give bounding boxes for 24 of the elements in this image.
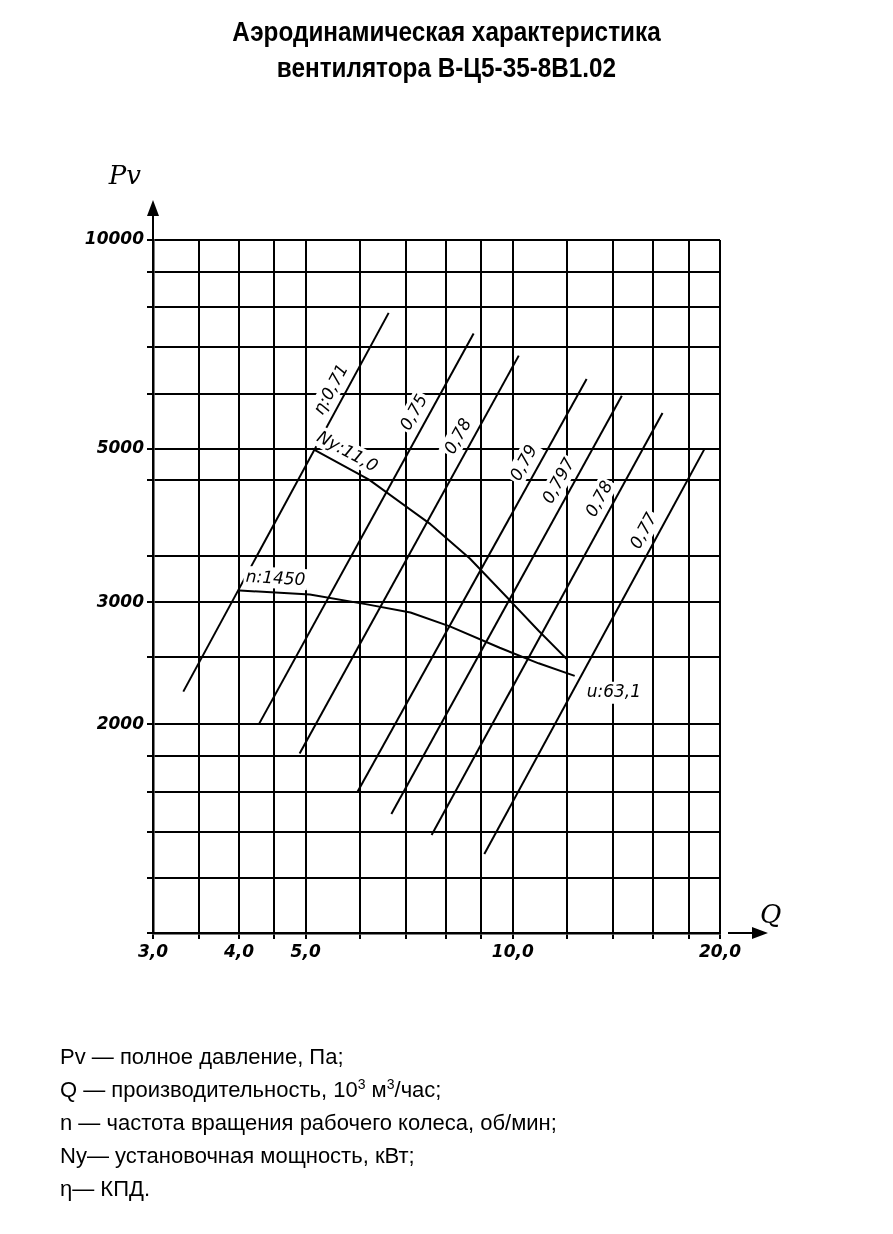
text: 0,77 [625,509,661,553]
y-tick-label: 3000 [96,590,145,611]
y-tick-label: 10000 [84,228,145,249]
x-tick-label: 4,0 [222,940,255,961]
text: Pv — полное давление, Па; [60,1043,345,1071]
text: n — частота вращения рабочего колеса, об/мин; [60,1109,557,1137]
text: 0,75 [395,390,432,434]
y-axis-title: Pv [107,159,142,190]
x-tick-label: 5,0 [290,940,321,961]
x-tick-label: 20,0 [699,940,742,961]
x-tick-label: 10,0 [491,940,534,961]
x-axis-title: Q [760,898,782,929]
x-tick-label: 3,0 [137,940,169,961]
chart-title: Аэродинамическая характеристика вентилятора В-Ц5-35-8В1.02 [231,16,662,85]
series-label: n:1450 [245,565,306,590]
y-tick-label: 2000 [96,712,145,733]
text: η— КПД. [60,1175,151,1203]
text: 0,79 [505,441,541,484]
text: Ny— установочная мощность, кВт; [60,1142,416,1170]
text: Q — производительность, 10$^{3}$ м$^{3}$/час; [60,1074,443,1104]
y-tick-label: 5000 [96,437,145,458]
text: 0,78 [439,414,476,458]
text: 0,78 [580,476,617,520]
annotation: u:63,1 [586,680,642,701]
